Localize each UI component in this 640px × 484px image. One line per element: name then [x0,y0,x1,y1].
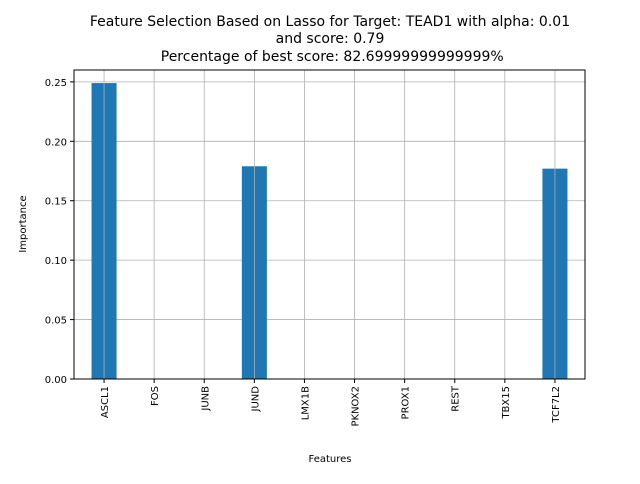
grid-lines [74,81,585,380]
chart-title-line-2: and score: 0.79 [276,31,385,47]
plot-area-frame [73,69,586,380]
y-tick-label: 0.05 [45,316,67,327]
bars [91,83,568,380]
y-tick-label: 0.15 [45,197,67,208]
x-tick-label: TBX15 [501,386,512,420]
chart-title-line-1: Feature Selection Based on Lasso for Tar… [90,14,570,30]
y-tick-label: 0.25 [45,78,67,89]
x-tick-label: FOS [150,386,161,406]
y-tick-label: 0.00 [45,375,67,386]
x-axis-label: Features [309,454,352,465]
chart-title-line-3: Percentage of best score: 82.69999999999… [156,49,503,65]
x-tick-label: JUNB [200,386,211,412]
x-tick-label: REST [451,385,462,412]
y-tick-label: 0.10 [45,256,67,267]
y-axis-label: Importance [18,195,29,252]
x-axis: ASCL1 FOS JUNB JUND LMX1B PKNOX2 PROX1 REST TBX1… [100,379,562,427]
vertical-grid-lines [103,70,556,379]
x-tick-label: PKNOX2 [351,386,362,427]
chart-title: Feature Selection Based on Lasso for Tar… [90,14,570,65]
x-tick-label: TCF7L2 [551,386,562,424]
x-tick-label: JUND [250,386,261,413]
x-tick-label: LMX1B [300,386,311,420]
y-axis: 0.00 0.05 0.10 0.15 0.20 0.25 [45,78,74,386]
x-tick-label: PROX1 [401,386,412,419]
y-tick-label: 0.20 [45,137,67,148]
x-tick-label: ASCL1 [100,386,111,418]
